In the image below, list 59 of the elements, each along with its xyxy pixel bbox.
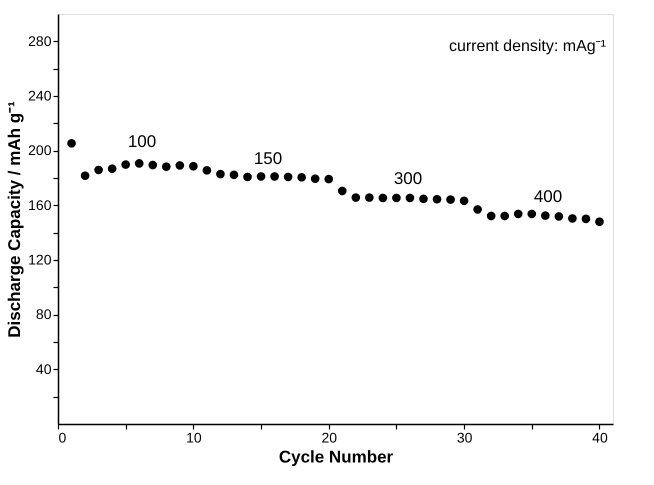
y-tick-label: 240 bbox=[28, 88, 52, 104]
point bbox=[284, 172, 292, 182]
y-tick-label: 280 bbox=[28, 32, 52, 49]
annotation: 300 bbox=[394, 169, 422, 188]
point bbox=[80, 171, 90, 180]
point bbox=[94, 166, 103, 174]
point bbox=[460, 196, 468, 206]
point bbox=[243, 172, 252, 182]
point bbox=[297, 172, 306, 182]
y-tick-label: 160 bbox=[28, 196, 52, 213]
point bbox=[162, 162, 171, 171]
point bbox=[378, 194, 388, 202]
point bbox=[486, 212, 496, 220]
point bbox=[595, 217, 604, 226]
point bbox=[514, 210, 523, 218]
point bbox=[540, 211, 550, 220]
point bbox=[148, 160, 158, 170]
point bbox=[176, 161, 184, 170]
y-axis-title: Discharge Capacity / mAh g⁻¹ bbox=[5, 100, 24, 338]
x-tick-label: 20 bbox=[321, 430, 338, 446]
point bbox=[554, 212, 564, 221]
x-tick-label: 40 bbox=[592, 430, 608, 446]
point bbox=[270, 172, 279, 181]
point bbox=[406, 194, 414, 202]
point bbox=[432, 194, 442, 204]
point bbox=[473, 205, 482, 214]
y-tick-label: 200 bbox=[28, 142, 52, 158]
point bbox=[108, 164, 116, 174]
point bbox=[189, 162, 198, 171]
point bbox=[365, 193, 374, 202]
y-tick-label: 80 bbox=[36, 306, 52, 322]
point bbox=[527, 210, 536, 218]
point bbox=[324, 174, 334, 184]
point bbox=[568, 214, 577, 223]
point bbox=[67, 138, 76, 148]
annotation: 400 bbox=[534, 187, 562, 206]
point bbox=[134, 159, 144, 168]
point bbox=[419, 194, 428, 204]
point bbox=[230, 170, 238, 180]
x-axis-title: Cycle Number bbox=[278, 448, 394, 466]
annotation: 100 bbox=[128, 132, 156, 151]
point bbox=[392, 194, 401, 202]
annotation: current density: mAg⁻¹ bbox=[448, 38, 606, 55]
point bbox=[216, 170, 225, 178]
point bbox=[256, 172, 266, 181]
point bbox=[202, 166, 212, 175]
point bbox=[500, 212, 510, 220]
annotation: 150 bbox=[254, 149, 282, 168]
point bbox=[338, 186, 347, 196]
y-tick-label: 40 bbox=[36, 360, 52, 377]
point bbox=[446, 195, 455, 204]
x-tick-label: 0 bbox=[58, 430, 66, 446]
point bbox=[310, 174, 320, 184]
point bbox=[351, 193, 360, 202]
point bbox=[121, 160, 130, 169]
x-tick-label: 10 bbox=[186, 430, 202, 446]
point bbox=[582, 214, 590, 224]
y-tick-label: 120 bbox=[28, 252, 52, 268]
x-tick-label: 30 bbox=[456, 430, 473, 446]
